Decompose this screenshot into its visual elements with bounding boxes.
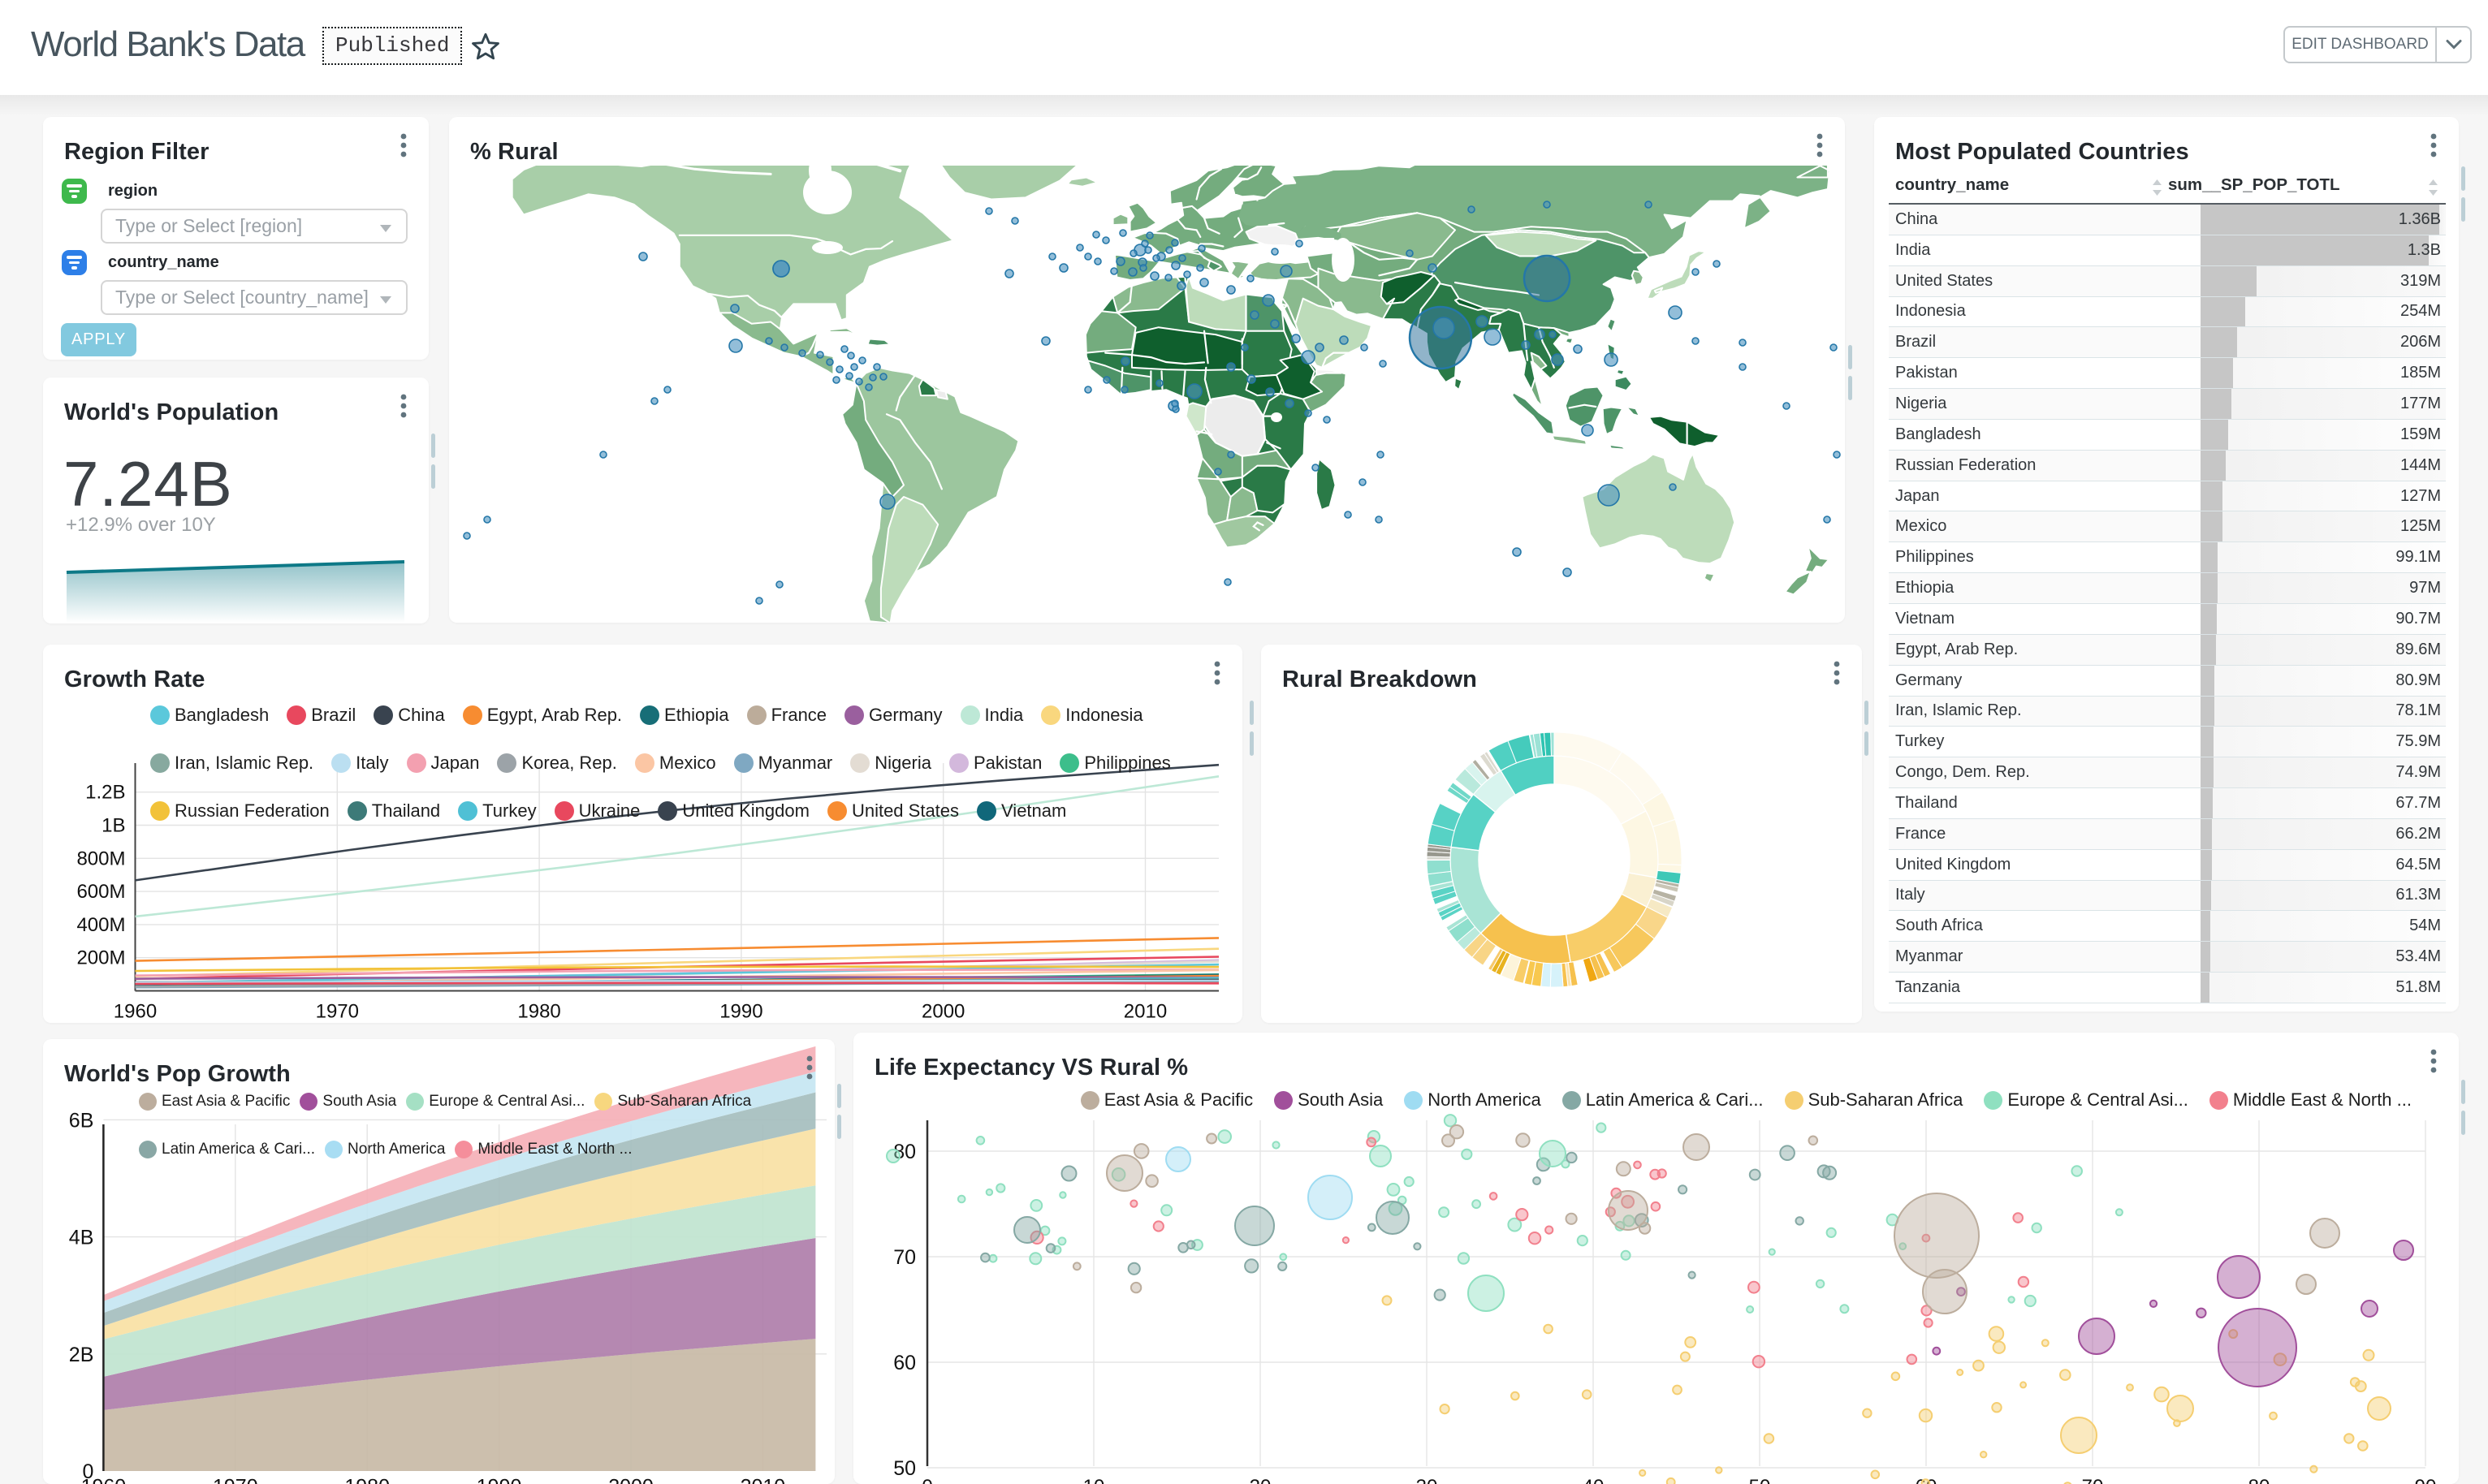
svg-text:2010: 2010	[741, 1476, 786, 1484]
svg-text:1.2B: 1.2B	[85, 782, 125, 804]
svg-text:1990: 1990	[477, 1476, 522, 1484]
svg-text:2B: 2B	[69, 1344, 94, 1366]
svg-text:4B: 4B	[69, 1227, 94, 1249]
svg-text:6B: 6B	[69, 1109, 94, 1132]
svg-text:30: 30	[1416, 1476, 1438, 1484]
svg-text:1960: 1960	[81, 1476, 127, 1484]
svg-text:1990: 1990	[719, 1001, 762, 1023]
svg-text:80: 80	[893, 1141, 916, 1163]
svg-text:50: 50	[893, 1457, 916, 1480]
svg-text:1970: 1970	[316, 1001, 359, 1023]
svg-text:1980: 1980	[517, 1001, 560, 1023]
svg-text:800M: 800M	[76, 848, 125, 869]
svg-text:2010: 2010	[1124, 1001, 1167, 1023]
svg-text:1B: 1B	[102, 815, 125, 837]
svg-text:20: 20	[1250, 1476, 1272, 1484]
svg-text:40: 40	[1583, 1476, 1605, 1484]
svg-text:70: 70	[2082, 1476, 2104, 1484]
svg-text:400M: 400M	[76, 914, 125, 936]
svg-text:200M: 200M	[76, 947, 125, 969]
svg-text:2000: 2000	[608, 1476, 654, 1484]
svg-text:50: 50	[1749, 1476, 1771, 1484]
svg-text:60: 60	[893, 1352, 916, 1374]
svg-text:70: 70	[893, 1246, 916, 1269]
svg-text:90: 90	[2415, 1476, 2437, 1484]
svg-text:0: 0	[82, 1460, 93, 1483]
svg-text:0: 0	[922, 1476, 932, 1484]
svg-text:2000: 2000	[922, 1001, 965, 1023]
svg-text:600M: 600M	[76, 881, 125, 903]
svg-text:80: 80	[2248, 1476, 2270, 1484]
svg-text:10: 10	[1083, 1476, 1105, 1484]
svg-text:1960: 1960	[114, 1001, 157, 1023]
svg-text:1970: 1970	[213, 1476, 258, 1484]
svg-text:1980: 1980	[344, 1476, 390, 1484]
